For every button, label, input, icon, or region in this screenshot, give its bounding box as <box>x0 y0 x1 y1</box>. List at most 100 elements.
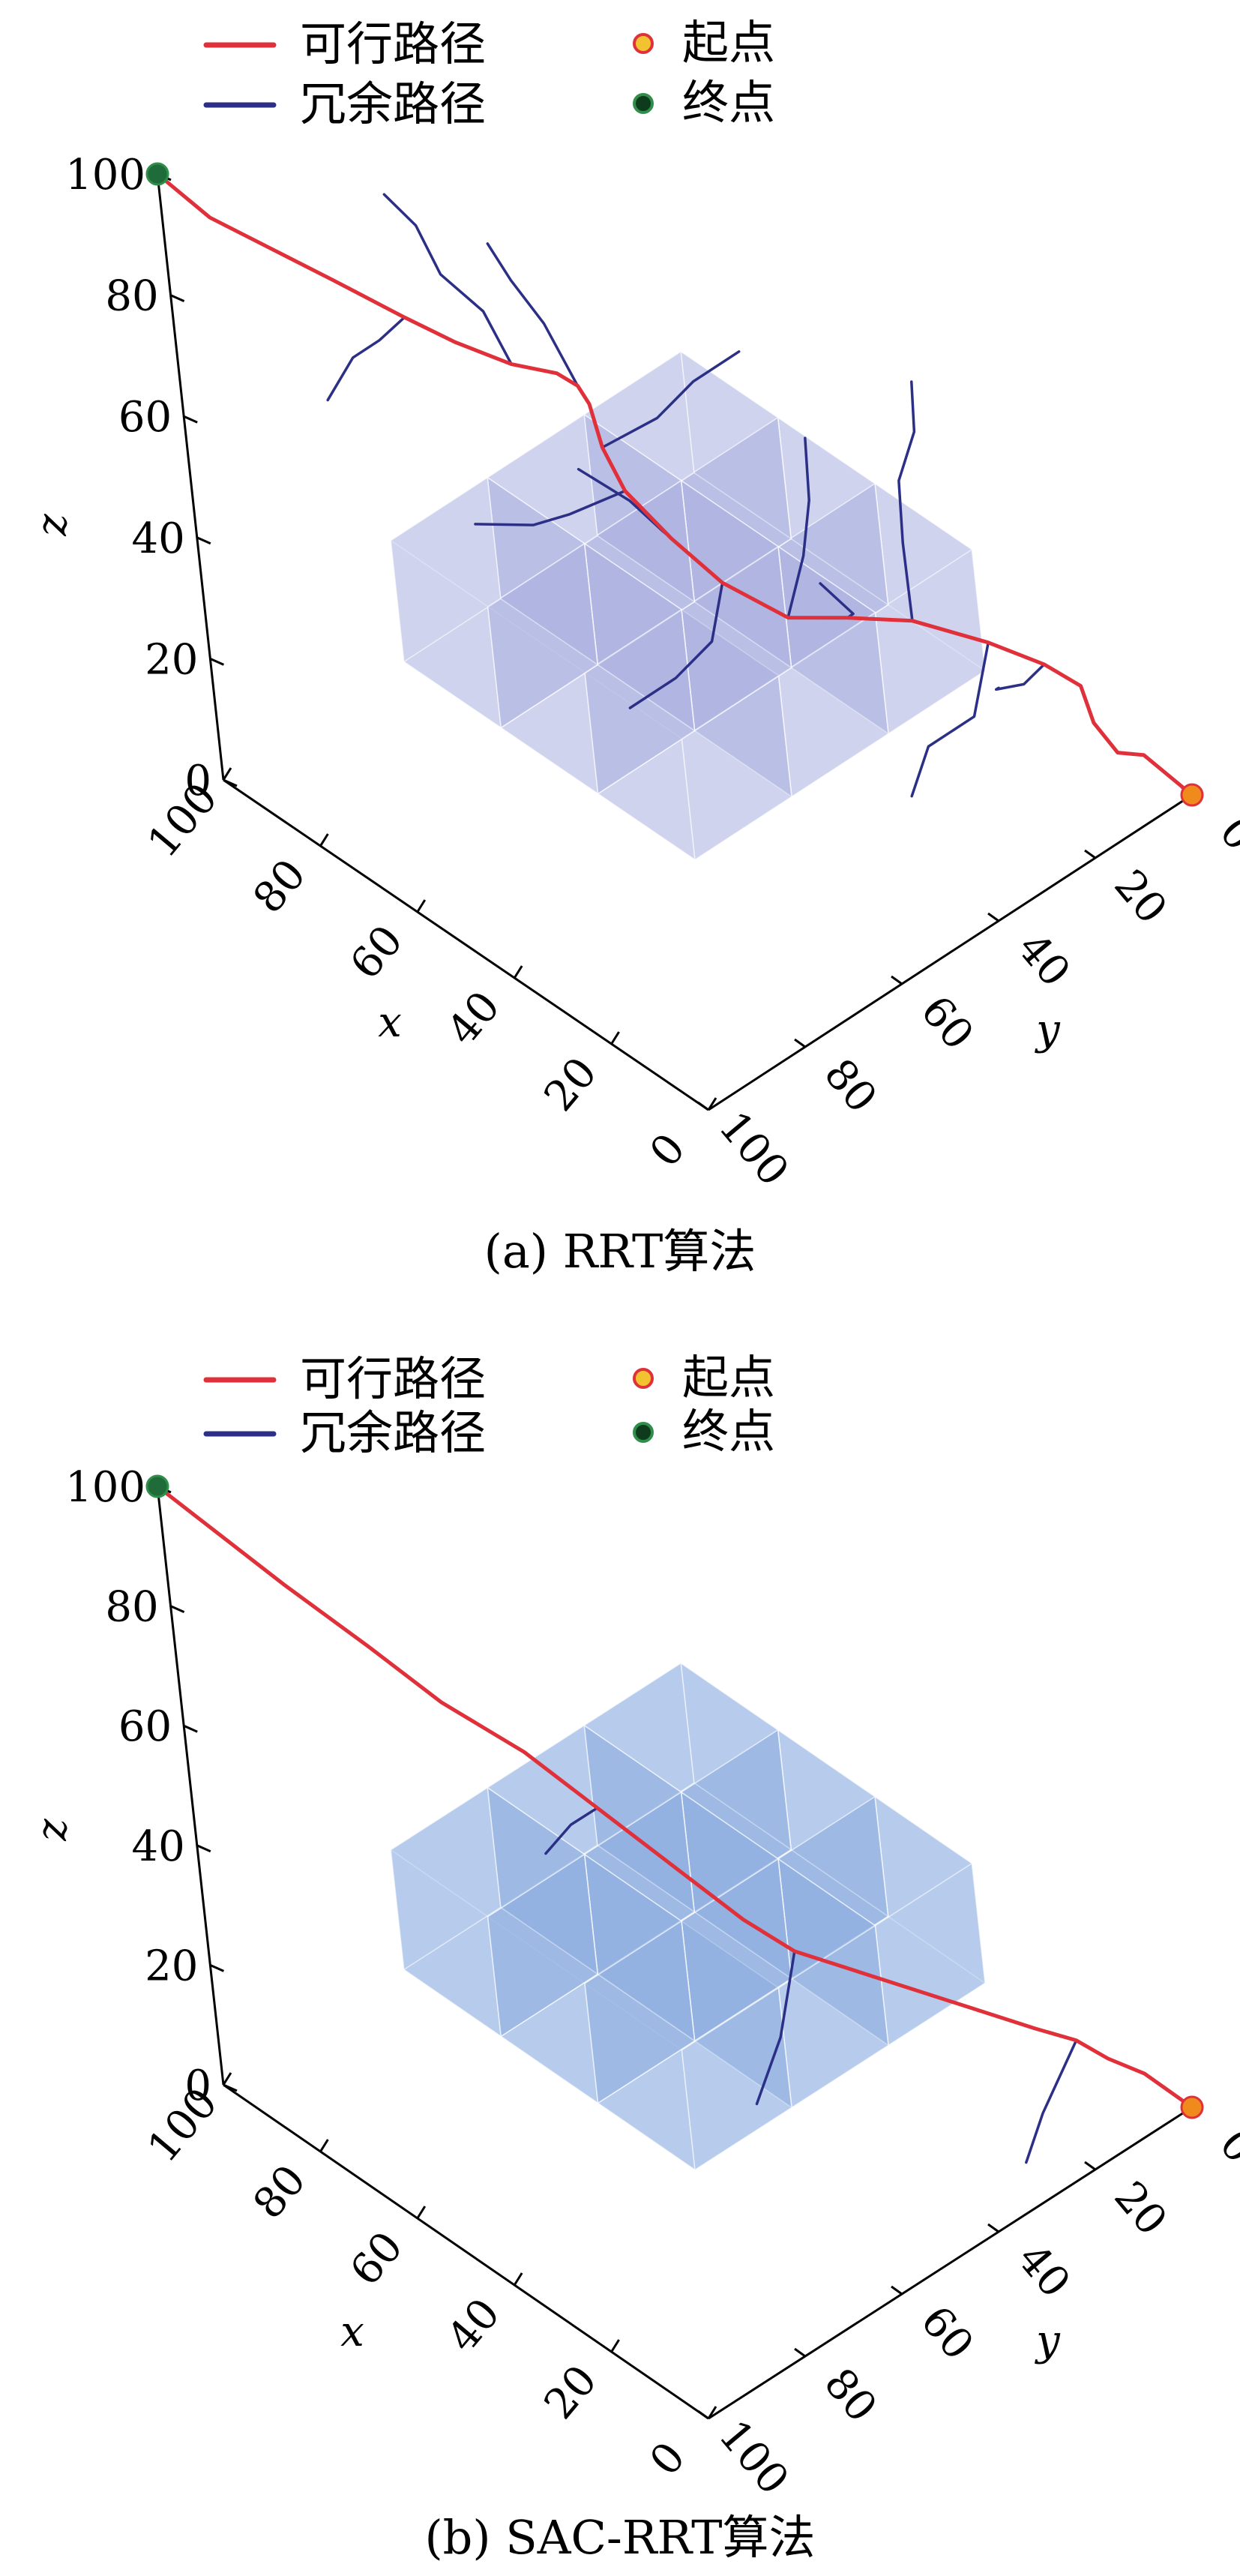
z-tick-mark <box>169 1605 185 1613</box>
x-axis-line <box>223 778 709 1111</box>
x-tick-mark <box>222 2072 232 2086</box>
z-tick-mark <box>169 294 185 302</box>
start-point-legend-label: 起点 <box>682 15 775 70</box>
legend: 可行路径 冗余路径 起点 终点 <box>203 15 775 131</box>
obstacle-cube <box>389 476 599 729</box>
y-tick-mark <box>794 2347 806 2358</box>
y-axis-label: y <box>1034 1006 1061 1054</box>
y-tick-label: 80 <box>814 2359 886 2431</box>
x-tick-label: 100 <box>139 2079 228 2172</box>
z-axis-label: z <box>28 1819 76 1842</box>
x-tick-mark <box>513 2272 523 2286</box>
z-tick-label: 80 <box>105 272 158 321</box>
x-tick-label: 20 <box>535 1048 607 1120</box>
z-tick-label: 0 <box>184 757 211 805</box>
redundant-path-segment <box>628 581 724 709</box>
feasible-path <box>145 162 1204 807</box>
end-point-legend-label: 终点 <box>682 75 775 130</box>
redundant-path-segment <box>326 316 406 402</box>
x-tick-label: 60 <box>341 2223 413 2295</box>
redundant-path-segment <box>486 242 580 388</box>
x-tick-label: 40 <box>438 2290 510 2362</box>
y-axis-line <box>708 2106 1193 2420</box>
redundant-path-segment <box>897 380 916 622</box>
z-tick-label: 20 <box>145 1942 198 1990</box>
redundant-path-segment <box>382 193 513 366</box>
z-axis-line <box>156 1486 225 2086</box>
y-tick-mark <box>794 1038 806 1048</box>
z-tick-mark <box>183 415 198 424</box>
y-tick-mark <box>891 975 903 985</box>
redundant-path-segment <box>1025 2039 1078 2164</box>
redundant-path-segment <box>601 350 741 449</box>
z-tick-label: 100 <box>65 151 145 199</box>
x-axis-label: x <box>378 998 402 1047</box>
z-tick-label: 0 <box>184 2062 211 2110</box>
redundant-path-legend-label: 冗余路径 <box>300 76 486 131</box>
y-axis-label: y <box>1034 2317 1061 2365</box>
x-tick-mark <box>319 833 329 847</box>
redundant-path-segment <box>994 663 1046 691</box>
z-tick-label: 40 <box>132 514 185 563</box>
x-tick-mark <box>707 1097 717 1111</box>
z-tick-label: 60 <box>118 1702 172 1751</box>
x-tick-label: 0 <box>640 1125 695 1177</box>
z-tick-mark <box>223 778 238 787</box>
x-tick-mark <box>222 767 232 781</box>
x-tick-label: 80 <box>244 850 316 922</box>
y-tick-mark <box>987 912 999 922</box>
redundant-paths <box>544 1807 1078 2164</box>
y-tick-label: 20 <box>1104 861 1176 933</box>
x-tick-mark <box>610 2339 620 2353</box>
z-tick-mark <box>196 536 211 545</box>
panel-b: 可行路径 冗余路径 起点 终点 020406080100100806040200… <box>28 1350 1240 2565</box>
z-axis-label: z <box>28 514 76 537</box>
redundant-path-segment <box>910 641 990 798</box>
y-tick-label: 0 <box>1210 808 1240 860</box>
y-tick-label: 100 <box>709 2411 798 2504</box>
obstacles <box>389 1662 987 2171</box>
feasible-path-legend-label: 可行路径 <box>300 16 486 71</box>
z-tick-mark <box>209 658 225 666</box>
redundant-path-segment <box>474 489 627 526</box>
z-tick-mark <box>196 1844 211 1853</box>
y-tick-mark <box>1084 849 1096 859</box>
z-axis-line <box>156 173 225 781</box>
start-point-legend-label: 起点 <box>682 1350 775 1405</box>
x-tick-label: 40 <box>438 982 510 1054</box>
x-tick-mark <box>610 1031 620 1045</box>
feasible-path-line <box>155 1484 1194 2110</box>
end-point-legend-label: 终点 <box>682 1404 775 1459</box>
z-tick-mark <box>209 1964 225 1972</box>
y-tick-mark <box>987 2223 999 2233</box>
y-tick-label: 20 <box>1104 2173 1176 2245</box>
x-axis-label: x <box>340 2308 364 2356</box>
obstacles <box>389 350 987 861</box>
x-tick-mark <box>707 2406 717 2419</box>
x-axis-line <box>223 2083 709 2420</box>
axes <box>156 173 1193 1111</box>
x-tick-label: 100 <box>139 774 228 867</box>
x-tick-mark <box>513 965 523 979</box>
x-tick-label: 20 <box>535 2356 607 2428</box>
start-point-legend-marker <box>633 1368 654 1389</box>
z-tick-label: 80 <box>105 1583 158 1632</box>
obstacle-cube <box>487 1853 696 2104</box>
z-tick-label: 60 <box>118 393 172 442</box>
redundant-path-segment <box>786 436 810 619</box>
obstacle-cube <box>389 1786 599 2038</box>
feasible-path <box>145 1474 1204 2119</box>
caption-a: (a) RRT算法 <box>484 1224 756 1279</box>
start-point-marker <box>1180 2095 1204 2119</box>
end-point-legend-marker <box>633 1422 654 1443</box>
y-tick-label: 80 <box>814 1050 886 1122</box>
z-tick-mark <box>223 2083 238 2092</box>
x-tick-label: 60 <box>341 916 413 988</box>
x-tick-mark <box>416 2206 427 2219</box>
y-tick-mark <box>1084 2161 1096 2171</box>
y-tick-mark <box>697 2410 709 2420</box>
z-tick-label: 40 <box>132 1822 185 1871</box>
caption-b: (b) SAC-RRT算法 <box>424 2510 815 2565</box>
y-tick-label: 100 <box>709 1102 798 1195</box>
y-tick-mark <box>697 1101 709 1111</box>
